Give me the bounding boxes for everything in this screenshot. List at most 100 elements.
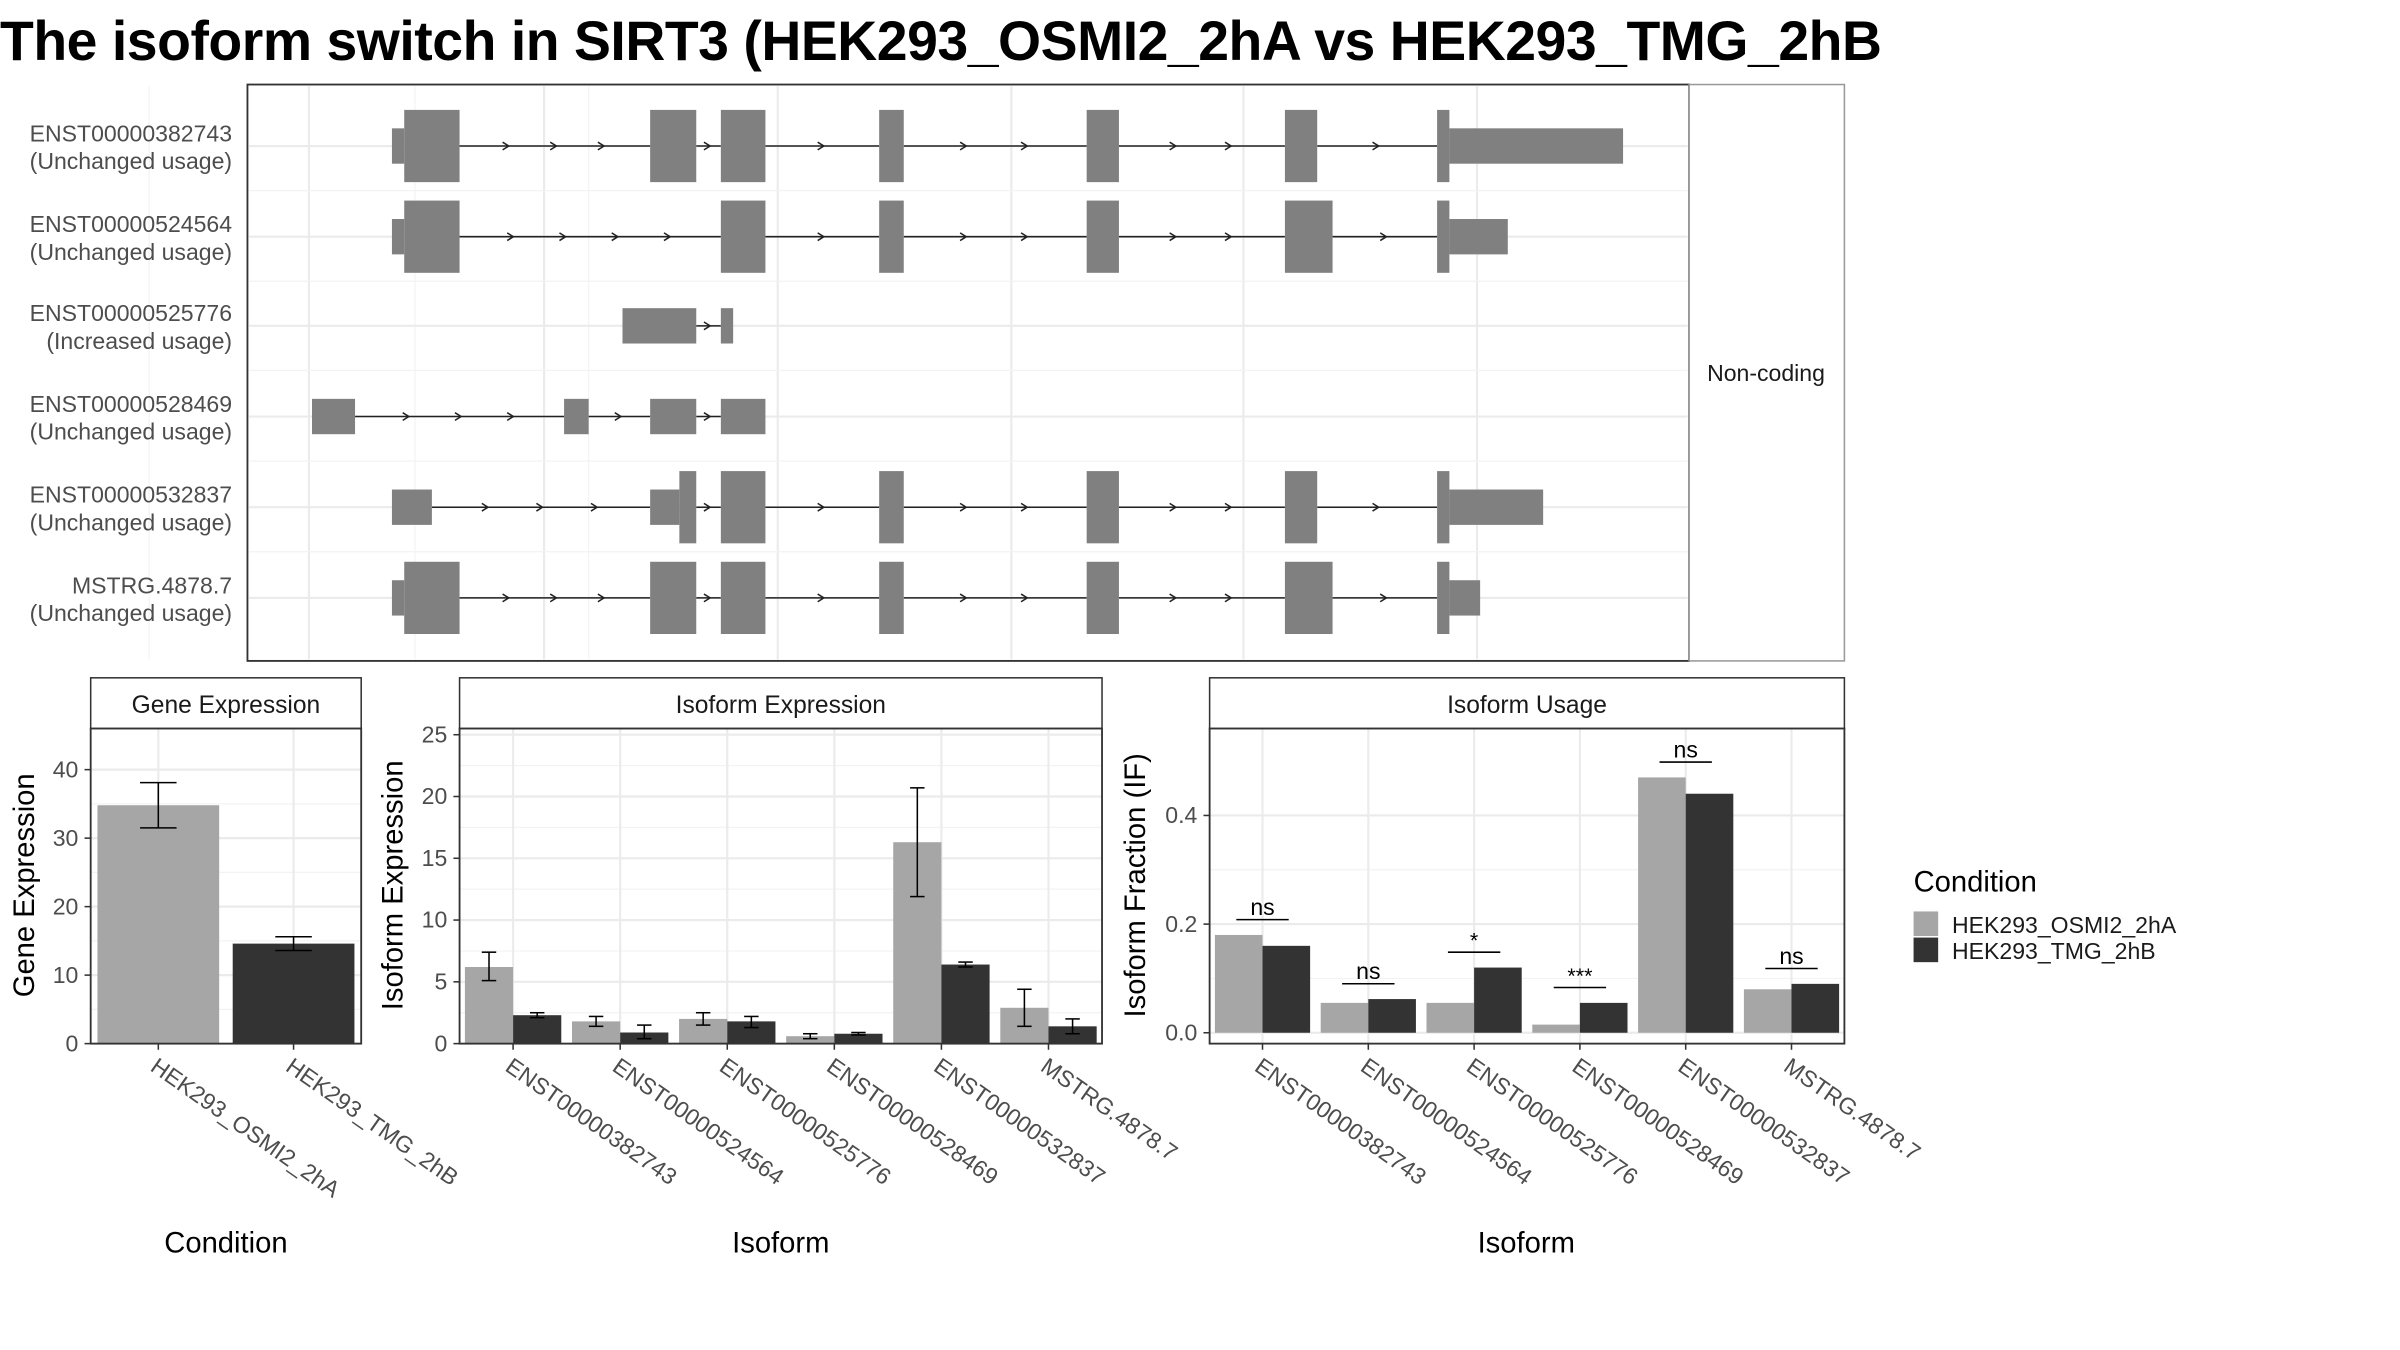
intron-arrow xyxy=(597,141,606,151)
intron-arrow xyxy=(549,593,558,603)
intron-arrow xyxy=(1020,593,1029,603)
exon xyxy=(1437,561,1450,635)
intron-arrow xyxy=(1169,502,1178,512)
x-axis-title: Condition xyxy=(164,1228,287,1260)
exon xyxy=(564,398,589,435)
intron-arrow xyxy=(536,502,545,512)
transcript-ENST00000532837 xyxy=(391,471,1544,544)
isoform-id-label: ENST00000532837 xyxy=(30,482,232,508)
transcript-ENST00000528469 xyxy=(312,398,766,435)
y-tick-label: 5 xyxy=(434,969,447,995)
exon xyxy=(391,219,405,255)
exon xyxy=(650,109,697,183)
exon xyxy=(720,109,766,183)
x-axis-title: Isoform xyxy=(732,1228,829,1260)
exon xyxy=(1437,200,1450,273)
intron-arrow xyxy=(502,593,511,603)
significance-label: * xyxy=(1470,929,1479,953)
exon xyxy=(650,398,697,435)
isoform-id-label: ENST00000382743 xyxy=(30,120,232,146)
bar xyxy=(786,1036,835,1044)
panel-border xyxy=(89,727,363,1045)
isoform-usage-label: (Unchanged usage) xyxy=(30,419,232,445)
exon xyxy=(312,398,356,435)
exon xyxy=(1086,109,1119,183)
intron-arrow xyxy=(506,232,515,242)
y-tick-label: 25 xyxy=(422,721,448,747)
panel-strip xyxy=(458,677,1103,730)
intron-arrow xyxy=(959,141,968,151)
bar xyxy=(727,1021,776,1044)
intron-arrow xyxy=(1169,593,1178,603)
intron-arrow xyxy=(502,141,511,151)
isoform-id-label: ENST00000528469 xyxy=(30,391,232,417)
intron-arrow xyxy=(1169,141,1178,151)
exon xyxy=(720,200,766,273)
intron-arrow xyxy=(703,502,712,512)
intron-arrow xyxy=(817,502,826,512)
exon xyxy=(391,580,405,616)
y-tick-label: 0.2 xyxy=(1165,911,1197,937)
exon xyxy=(1449,580,1481,616)
significance-label: ns xyxy=(1779,943,1803,969)
isoform-usage-panel: Isoform Usage0.00.20.4nsns****nsnsENST00… xyxy=(1120,677,1925,1260)
exon xyxy=(879,200,904,273)
bar xyxy=(1638,777,1686,1033)
bar xyxy=(1368,999,1416,1033)
intron-arrow xyxy=(549,141,558,151)
exon xyxy=(720,398,766,435)
intron-arrow xyxy=(817,141,826,151)
y-tick-label: 20 xyxy=(53,893,79,919)
intron-arrow xyxy=(1372,502,1381,512)
panel-border xyxy=(458,727,1103,1045)
y-axis-title: Gene Expression xyxy=(9,773,41,997)
y-tick-label: 0 xyxy=(66,1030,79,1056)
x-tick-label: ENST00000382743 xyxy=(501,1053,682,1190)
x-tick-label: ENST00000382743 xyxy=(1250,1053,1431,1190)
exon xyxy=(1449,128,1624,164)
y-tick-label: 40 xyxy=(53,756,79,782)
isoform-id-label: ENST00000524564 xyxy=(30,211,233,237)
exon xyxy=(391,489,432,525)
isoform-usage-label: (Unchanged usage) xyxy=(30,509,232,535)
significance-label: ns xyxy=(1250,894,1274,920)
legend-label-tmg: HEK293_TMG_2hB xyxy=(1952,938,2156,964)
isoform-usage-label: (Unchanged usage) xyxy=(30,600,232,626)
y-tick-label: 0 xyxy=(434,1030,447,1056)
x-tick-label: ENST00000524564 xyxy=(608,1053,789,1191)
bar xyxy=(834,1033,883,1044)
y-tick-label: 30 xyxy=(53,825,79,851)
bar xyxy=(1532,1024,1580,1033)
intron-arrow xyxy=(597,593,606,603)
x-axis-title: Isoform xyxy=(1478,1228,1575,1260)
exon xyxy=(404,109,460,183)
panel-title: Gene Expression xyxy=(132,692,321,719)
gene-expression-panel: Gene Expression010203040HEK293_OSMI2_2hA… xyxy=(9,677,463,1260)
intron-arrow xyxy=(959,232,968,242)
intron-arrow xyxy=(817,232,826,242)
x-tick-label: ENST00000532837 xyxy=(1674,1053,1855,1190)
bar xyxy=(1262,945,1311,1033)
bar xyxy=(1320,1002,1369,1033)
exon xyxy=(720,471,766,544)
intron-arrow xyxy=(663,232,672,242)
exon xyxy=(650,489,680,525)
intron-arrow xyxy=(506,412,515,422)
y-tick-label: 0.0 xyxy=(1165,1019,1197,1045)
intron-arrow xyxy=(559,232,568,242)
x-tick-label: ENST00000528469 xyxy=(1568,1053,1749,1190)
intron-arrow xyxy=(1379,232,1388,242)
panel-title: Isoform Expression xyxy=(676,692,886,719)
isoform-id-label: MSTRG.4878.7 xyxy=(72,572,232,598)
exon xyxy=(1437,109,1450,183)
intron-arrow xyxy=(1224,141,1233,151)
condition-legend: Condition HEK293_OSMI2_2hA HEK293_TMG_2h… xyxy=(1913,866,2177,964)
exon xyxy=(1449,489,1544,525)
exon xyxy=(1449,219,1508,255)
y-tick-label: 0.4 xyxy=(1165,802,1197,828)
exon xyxy=(391,128,405,164)
exon xyxy=(879,109,904,183)
exon xyxy=(650,561,697,635)
